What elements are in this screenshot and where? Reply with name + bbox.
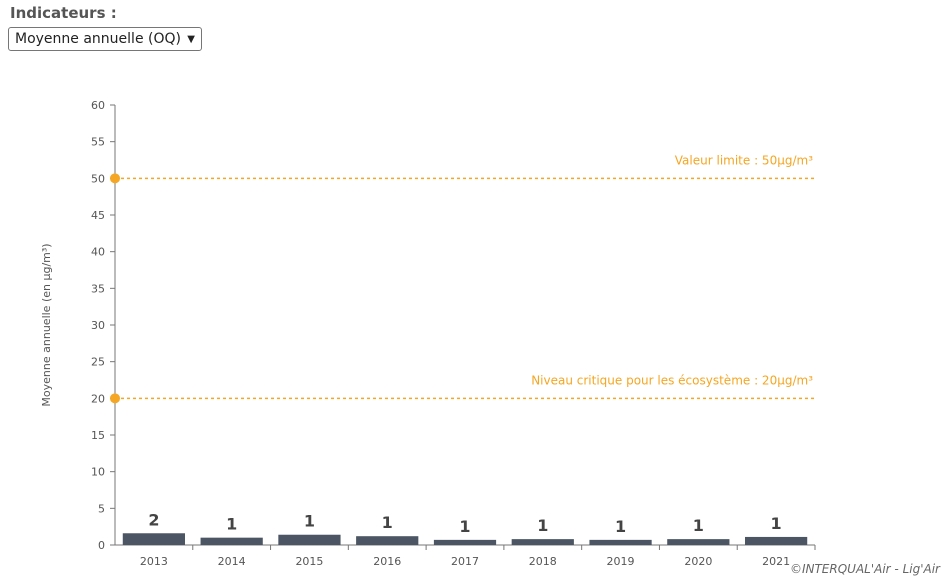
- chevron-down-icon: ▼: [187, 33, 195, 45]
- reference-point: [110, 393, 120, 404]
- bar: [278, 534, 341, 545]
- bar: [667, 539, 730, 545]
- x-tick-label: 2014: [218, 555, 246, 568]
- bar: [356, 536, 419, 545]
- reference-line-label: Valeur limite : 50µg/m³: [675, 153, 813, 167]
- x-tick-label: 2015: [295, 555, 323, 568]
- x-tick-label: 2018: [529, 555, 557, 568]
- bar: [589, 539, 652, 545]
- y-tick-label: 55: [91, 136, 105, 149]
- bar-data-label: 2: [148, 510, 159, 529]
- bar-data-label: 1: [615, 517, 626, 536]
- y-tick-label: 5: [98, 502, 105, 515]
- indicator-select[interactable]: Moyenne annuelle (OQ) ▼: [8, 27, 202, 51]
- bar: [433, 539, 497, 545]
- indicator-label: Indicateurs :: [10, 4, 117, 22]
- x-tick-label: 2013: [140, 555, 168, 568]
- x-tick-label: 2019: [607, 555, 635, 568]
- y-tick-label: 10: [91, 466, 105, 479]
- y-tick-label: 60: [91, 99, 105, 112]
- y-tick-label: 0: [98, 539, 105, 552]
- reference-point: [110, 173, 120, 184]
- y-tick-label: 35: [91, 282, 105, 295]
- y-tick-label: 40: [91, 246, 105, 259]
- bar-data-label: 1: [537, 516, 548, 535]
- x-tick-label: 2021: [762, 555, 790, 568]
- indicator-selected-value: Moyenne annuelle (OQ): [15, 31, 181, 47]
- x-tick-label: 2016: [373, 555, 401, 568]
- bar-data-label: 1: [304, 512, 315, 531]
- x-tick-label: 2017: [451, 555, 479, 568]
- bar: [200, 537, 263, 545]
- credit-text: ©INTERQUAL'Air - Lig'Air: [789, 562, 940, 576]
- bar: [122, 533, 185, 545]
- y-tick-label: 15: [91, 429, 105, 442]
- reference-line-label: Niveau critique pour les écosystème : 20…: [531, 373, 813, 387]
- y-tick-label: 45: [91, 209, 105, 222]
- bar: [511, 539, 574, 545]
- bar-data-label: 1: [459, 517, 470, 536]
- bar-data-label: 1: [771, 514, 782, 533]
- y-axis-label: Moyenne annuelle (en µg/m³): [40, 243, 53, 406]
- x-tick-label: 2020: [684, 555, 712, 568]
- y-tick-label: 20: [91, 392, 105, 405]
- y-tick-label: 25: [91, 356, 105, 369]
- bar-data-label: 1: [382, 513, 393, 532]
- bar: [745, 536, 808, 545]
- y-tick-label: 30: [91, 319, 105, 332]
- y-tick-label: 50: [91, 172, 105, 185]
- bar-data-label: 1: [226, 515, 237, 534]
- bar-data-label: 1: [693, 516, 704, 535]
